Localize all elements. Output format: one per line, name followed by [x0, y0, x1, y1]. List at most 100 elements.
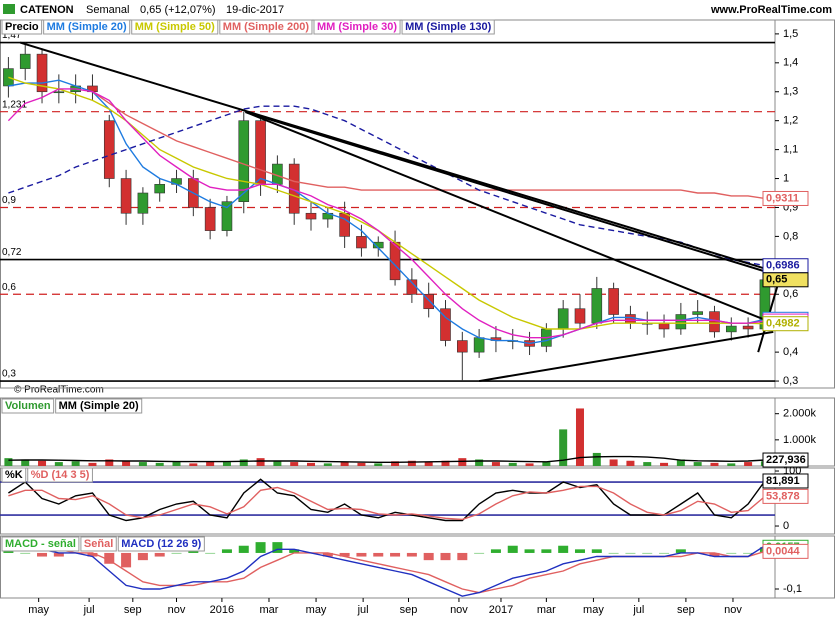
x-tick-label: nov	[724, 604, 742, 616]
legend-entry: MM (Simple 200)	[223, 21, 310, 33]
histogram-bar	[289, 549, 300, 553]
histogram-bar	[625, 552, 636, 554]
y-tick-label: 1,1	[783, 144, 798, 156]
y-tick-label: 2.000k	[783, 408, 817, 420]
candle-body	[608, 288, 619, 315]
volume-bar	[525, 463, 534, 466]
candle-body	[658, 322, 670, 330]
histogram-bar	[659, 552, 670, 554]
legend-box	[1, 19, 43, 35]
volume-bar	[424, 462, 433, 466]
x-tick-label: sep	[400, 604, 418, 616]
histogram-bar	[356, 552, 367, 557]
candle-body	[625, 314, 636, 324]
volume-bar	[542, 462, 551, 466]
y-tick-label: -0,1	[783, 583, 802, 595]
candle-body	[440, 308, 451, 341]
moving-average	[8, 76, 765, 330]
histogram-bar	[272, 542, 283, 553]
histogram-bar	[339, 552, 350, 557]
period: Semanal	[86, 4, 129, 16]
volume-bar	[491, 462, 500, 466]
x-tick-label: nov	[168, 604, 186, 616]
volume-bar	[222, 462, 231, 466]
legend-box	[27, 467, 93, 483]
y-tick-label: 1,5	[783, 28, 798, 40]
x-tick-label: 2017	[489, 604, 513, 616]
volume-bar	[273, 460, 282, 466]
value-box-label: 0,9311	[766, 192, 799, 204]
candle-body	[120, 178, 132, 214]
candle-body	[103, 120, 115, 179]
legend-box	[401, 19, 495, 35]
value-box-label: 227,936	[766, 454, 806, 466]
histogram-bar	[171, 552, 182, 554]
value-box	[762, 543, 809, 559]
candle-body	[709, 311, 720, 333]
y-tick-label: 1,3	[783, 86, 798, 98]
legend-box	[131, 19, 219, 35]
volume-bar	[256, 458, 265, 466]
x-tick-label: may	[28, 604, 49, 616]
trend-line	[478, 330, 774, 383]
volume-bar	[660, 462, 669, 466]
volume-bar	[643, 462, 652, 466]
volume-bar	[693, 462, 702, 466]
legend-entry: Señal	[84, 538, 113, 550]
histogram-bar	[524, 549, 535, 553]
volume-bar	[575, 408, 584, 466]
histogram-bar	[490, 549, 501, 553]
volume-bar	[592, 452, 601, 466]
moving-average	[8, 105, 766, 267]
level-label: 0,3	[2, 369, 16, 380]
candle-body	[137, 192, 149, 214]
legend-entry: Volumen	[5, 400, 51, 412]
volume-bar	[239, 459, 248, 466]
histogram-bar	[558, 545, 569, 553]
volume-bar	[189, 463, 198, 466]
legend-box	[55, 398, 143, 414]
value-box	[762, 272, 809, 288]
value-box-label: 53,878	[766, 490, 800, 502]
volume-bar	[626, 460, 635, 466]
candle-body	[204, 207, 216, 231]
value-box-label: 0,6986	[766, 260, 800, 272]
legend-box	[219, 19, 313, 35]
candle-body	[574, 308, 586, 324]
x-tick-label: nov	[450, 604, 468, 616]
x-tick-label: sep	[677, 604, 695, 616]
histogram-bar	[726, 552, 737, 554]
legend-entry: MACD - señal	[5, 538, 76, 550]
moving-average	[92, 91, 766, 200]
value-box-label: 0,65	[766, 274, 787, 286]
volume-bar	[727, 463, 736, 466]
x-tick-label: may	[583, 604, 604, 616]
value-box-label: 0,4982	[766, 318, 800, 330]
volume-bar	[559, 429, 568, 466]
volume-bar	[122, 460, 131, 466]
x-tick-label: jul	[632, 604, 644, 616]
trend-line	[19, 41, 774, 273]
legend-box	[1, 398, 55, 414]
candle-body	[3, 68, 14, 87]
candle-body	[675, 314, 687, 330]
value-box	[762, 316, 809, 332]
legend-entry: %K	[5, 469, 23, 481]
histogram-bar	[373, 552, 384, 557]
volume-bar	[676, 459, 685, 466]
volume-bar	[340, 462, 349, 466]
histogram-bar	[743, 552, 754, 554]
volume-bar	[38, 460, 47, 466]
histogram-bar	[87, 552, 98, 557]
value-box	[762, 190, 809, 206]
legend-entry: MM (Simple 30)	[317, 21, 397, 33]
logo	[3, 4, 15, 14]
histogram-bar	[423, 552, 434, 561]
volume-bar	[391, 461, 400, 466]
histogram-bar	[574, 549, 585, 553]
y-tick-label: 0,6	[783, 288, 798, 300]
histogram-bar	[675, 549, 686, 553]
histogram-bar	[457, 552, 468, 561]
